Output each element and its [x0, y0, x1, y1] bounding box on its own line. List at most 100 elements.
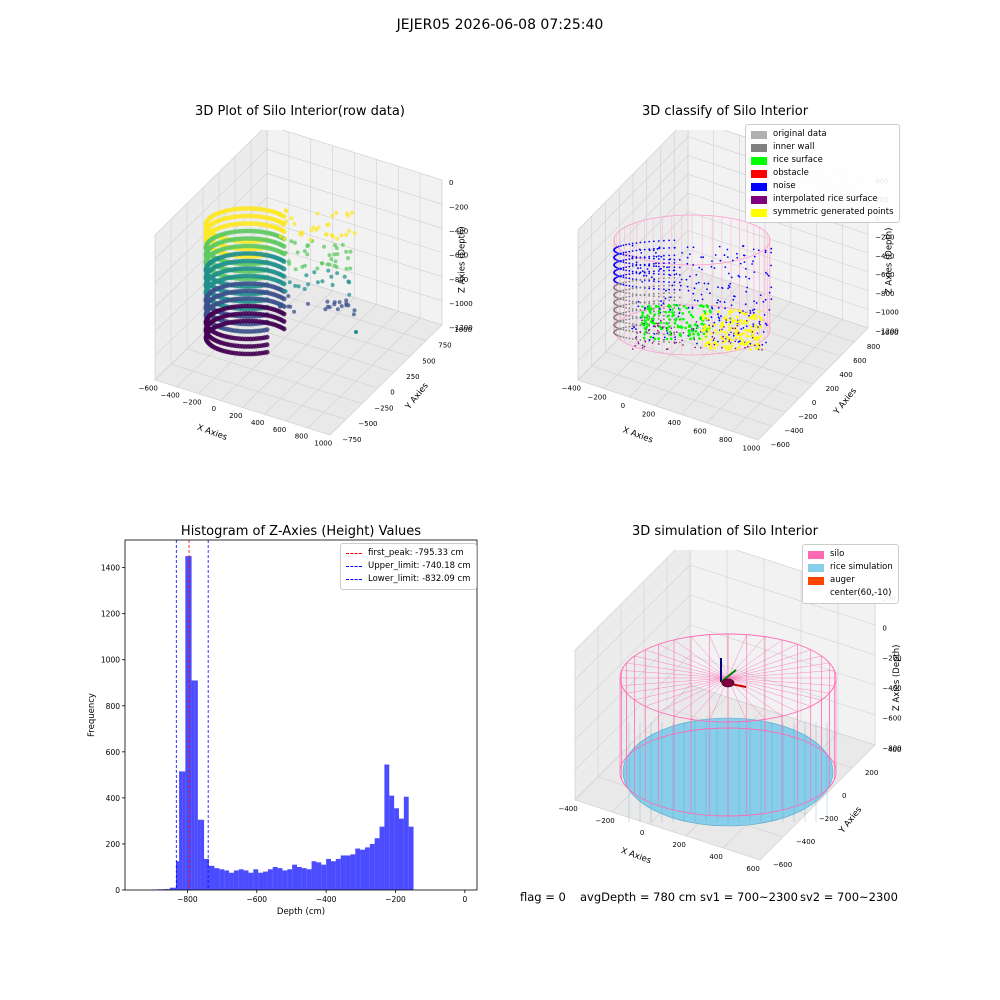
data-point — [653, 285, 655, 288]
data-point — [663, 247, 665, 250]
data-point — [689, 337, 692, 341]
data-point — [652, 320, 654, 322]
data-point — [764, 322, 767, 325]
data-point — [668, 266, 670, 268]
data-point — [728, 310, 731, 313]
data-point — [765, 341, 767, 344]
legend-swatch — [751, 143, 767, 152]
histogram-bar — [345, 855, 351, 890]
data-point — [736, 324, 739, 327]
data-point — [614, 269, 617, 272]
data-point — [678, 304, 681, 306]
data-point — [708, 324, 710, 327]
data-point — [729, 282, 731, 285]
histogram-bar — [321, 864, 327, 890]
data-point — [631, 257, 634, 260]
data-point — [761, 349, 763, 351]
data-point — [335, 236, 340, 241]
data-point — [622, 281, 625, 284]
data-point — [648, 280, 651, 282]
data-point — [746, 320, 748, 322]
data-point — [682, 344, 684, 346]
data-point — [659, 308, 661, 310]
legend-entry: rice simulation — [808, 561, 893, 574]
data-point — [327, 253, 332, 258]
data-point — [657, 285, 660, 287]
data-point — [726, 248, 729, 251]
z-tick-label: −800 — [882, 744, 901, 752]
data-point — [703, 310, 706, 313]
histogram-bar — [219, 869, 225, 890]
data-point — [628, 322, 631, 325]
z-tick-label: −600 — [875, 271, 894, 279]
data-point — [631, 255, 634, 258]
data-point — [645, 316, 648, 319]
data-point — [712, 325, 714, 328]
data-point — [653, 270, 655, 273]
data-point — [705, 304, 709, 307]
data-point — [671, 284, 674, 287]
data-point — [631, 263, 634, 265]
y-tick-label: 400 — [839, 371, 852, 379]
y-tick-label: 0 — [812, 399, 816, 407]
data-point — [622, 266, 625, 269]
data-point — [663, 295, 665, 298]
data-point — [616, 319, 618, 322]
histogram-bar — [355, 848, 361, 890]
data-point — [653, 300, 655, 303]
legend-swatch — [751, 208, 767, 217]
y-tick-label: 200 — [106, 840, 121, 849]
data-point — [631, 242, 634, 245]
data-point — [723, 330, 726, 334]
data-point — [678, 281, 681, 284]
data-point — [643, 293, 646, 296]
data-point — [745, 275, 747, 278]
data-point — [332, 302, 337, 307]
gridline — [687, 211, 869, 273]
data-point — [620, 245, 622, 247]
silo-roof-wire — [621, 677, 729, 686]
data-point — [648, 309, 652, 313]
y-tick-label: −600 — [771, 441, 790, 449]
data-point — [674, 336, 676, 338]
data-point — [658, 246, 661, 249]
data-point — [679, 333, 682, 337]
data-point — [755, 326, 758, 330]
silo-roof-wire — [727, 677, 822, 701]
histogram-bar — [292, 864, 298, 890]
histogram-chart: −800 −600 −400 −200 0 0 200 400 600 800 1000 1200 14… — [87, 539, 478, 917]
data-point — [692, 292, 695, 295]
data-point — [753, 300, 755, 303]
data-point — [281, 259, 287, 264]
data-point — [344, 298, 349, 303]
data-point — [625, 266, 627, 268]
data-point — [701, 314, 704, 317]
data-point — [748, 314, 750, 317]
data-point — [617, 283, 620, 285]
data-point — [639, 241, 642, 244]
data-point — [749, 342, 752, 345]
data-point — [616, 296, 618, 299]
data-point — [728, 286, 731, 288]
histogram-bar — [398, 818, 404, 890]
data-point — [658, 325, 662, 328]
data-point — [682, 332, 685, 334]
data-point — [661, 326, 664, 329]
data-point — [643, 286, 646, 288]
data-point — [643, 316, 646, 318]
data-point — [663, 258, 665, 261]
x-tick-label: 400 — [251, 419, 264, 427]
x-tick-label: 200 — [642, 410, 655, 418]
gridline — [591, 365, 772, 427]
data-point — [758, 326, 762, 329]
data-point — [749, 312, 752, 314]
data-point — [699, 316, 703, 319]
legend-entry: Lower_limit: -832.09 cm — [346, 573, 471, 586]
data-point — [657, 280, 660, 283]
data-point — [637, 300, 640, 303]
data-point — [652, 249, 655, 252]
data-point — [770, 247, 773, 250]
data-point — [687, 325, 691, 328]
data-point — [625, 299, 627, 302]
data-point — [617, 275, 620, 278]
